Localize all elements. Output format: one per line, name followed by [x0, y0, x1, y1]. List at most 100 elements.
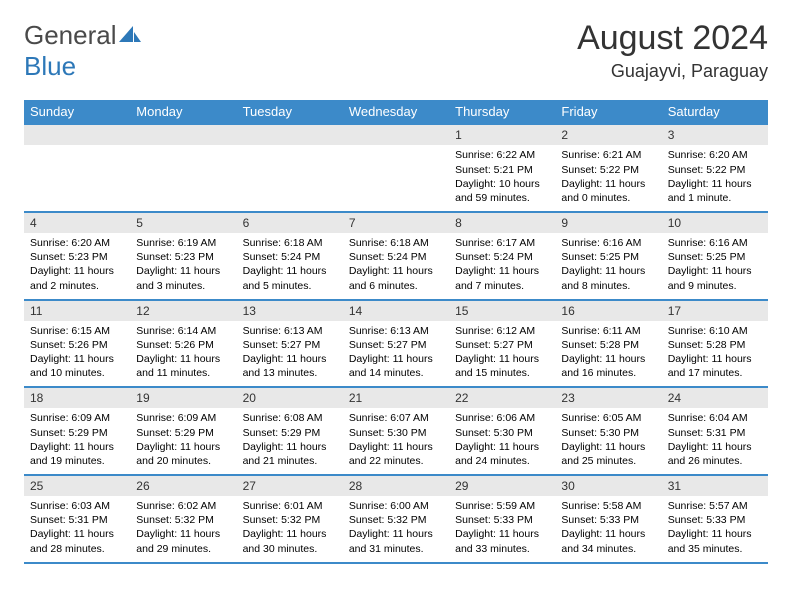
day-details: Sunrise: 6:11 AMSunset: 5:28 PMDaylight:…: [555, 321, 661, 387]
calendar-cell: 7Sunrise: 6:18 AMSunset: 5:24 PMDaylight…: [343, 212, 449, 300]
day-details: Sunrise: 6:00 AMSunset: 5:32 PMDaylight:…: [343, 496, 449, 562]
day-number: 12: [130, 301, 236, 321]
day-header: Sunday: [24, 100, 130, 124]
day-details: Sunrise: 6:20 AMSunset: 5:23 PMDaylight:…: [24, 233, 130, 299]
day-details: Sunrise: 6:09 AMSunset: 5:29 PMDaylight:…: [130, 408, 236, 474]
day-details: [130, 145, 236, 207]
calendar-cell: 9Sunrise: 6:16 AMSunset: 5:25 PMDaylight…: [555, 212, 661, 300]
day-header: Wednesday: [343, 100, 449, 124]
calendar-cell: 13Sunrise: 6:13 AMSunset: 5:27 PMDayligh…: [237, 300, 343, 388]
calendar-cell: 6Sunrise: 6:18 AMSunset: 5:24 PMDaylight…: [237, 212, 343, 300]
day-details: Sunrise: 6:22 AMSunset: 5:21 PMDaylight:…: [449, 145, 555, 211]
day-number: 9: [555, 213, 661, 233]
day-number: 22: [449, 388, 555, 408]
day-details: Sunrise: 6:15 AMSunset: 5:26 PMDaylight:…: [24, 321, 130, 387]
day-header: Friday: [555, 100, 661, 124]
calendar-cell: 28Sunrise: 6:00 AMSunset: 5:32 PMDayligh…: [343, 475, 449, 563]
day-details: Sunrise: 6:12 AMSunset: 5:27 PMDaylight:…: [449, 321, 555, 387]
calendar-cell: 27Sunrise: 6:01 AMSunset: 5:32 PMDayligh…: [237, 475, 343, 563]
calendar-cell: 8Sunrise: 6:17 AMSunset: 5:24 PMDaylight…: [449, 212, 555, 300]
calendar-cell: 31Sunrise: 5:57 AMSunset: 5:33 PMDayligh…: [662, 475, 768, 563]
day-details: Sunrise: 6:18 AMSunset: 5:24 PMDaylight:…: [237, 233, 343, 299]
day-details: Sunrise: 5:58 AMSunset: 5:33 PMDaylight:…: [555, 496, 661, 562]
calendar-body: 1Sunrise: 6:22 AMSunset: 5:21 PMDaylight…: [24, 124, 768, 562]
day-header: Thursday: [449, 100, 555, 124]
calendar-cell: 3Sunrise: 6:20 AMSunset: 5:22 PMDaylight…: [662, 124, 768, 212]
day-number: 28: [343, 476, 449, 496]
day-details: Sunrise: 6:13 AMSunset: 5:27 PMDaylight:…: [343, 321, 449, 387]
day-number: 2: [555, 125, 661, 145]
day-header: Saturday: [662, 100, 768, 124]
calendar-week: 1Sunrise: 6:22 AMSunset: 5:21 PMDaylight…: [24, 124, 768, 212]
calendar-cell: 30Sunrise: 5:58 AMSunset: 5:33 PMDayligh…: [555, 475, 661, 563]
calendar-week: 4Sunrise: 6:20 AMSunset: 5:23 PMDaylight…: [24, 212, 768, 300]
calendar-cell: 24Sunrise: 6:04 AMSunset: 5:31 PMDayligh…: [662, 387, 768, 475]
day-number: 10: [662, 213, 768, 233]
day-number: [237, 125, 343, 145]
day-number: 20: [237, 388, 343, 408]
title-block: August 2024 Guajayvi, Paraguay: [577, 20, 768, 82]
calendar-cell: 16Sunrise: 6:11 AMSunset: 5:28 PMDayligh…: [555, 300, 661, 388]
day-number: [343, 125, 449, 145]
calendar-cell: 25Sunrise: 6:03 AMSunset: 5:31 PMDayligh…: [24, 475, 130, 563]
day-details: Sunrise: 6:17 AMSunset: 5:24 PMDaylight:…: [449, 233, 555, 299]
calendar-cell: [130, 124, 236, 212]
month-title: August 2024: [577, 20, 768, 57]
calendar-cell: [24, 124, 130, 212]
calendar-cell: 22Sunrise: 6:06 AMSunset: 5:30 PMDayligh…: [449, 387, 555, 475]
calendar-cell: 1Sunrise: 6:22 AMSunset: 5:21 PMDaylight…: [449, 124, 555, 212]
day-details: Sunrise: 6:16 AMSunset: 5:25 PMDaylight:…: [555, 233, 661, 299]
day-number: 25: [24, 476, 130, 496]
day-number: 17: [662, 301, 768, 321]
day-number: 7: [343, 213, 449, 233]
day-details: Sunrise: 6:21 AMSunset: 5:22 PMDaylight:…: [555, 145, 661, 211]
calendar-cell: 21Sunrise: 6:07 AMSunset: 5:30 PMDayligh…: [343, 387, 449, 475]
day-details: Sunrise: 5:59 AMSunset: 5:33 PMDaylight:…: [449, 496, 555, 562]
calendar-cell: 11Sunrise: 6:15 AMSunset: 5:26 PMDayligh…: [24, 300, 130, 388]
day-number: 13: [237, 301, 343, 321]
day-number: 11: [24, 301, 130, 321]
day-details: Sunrise: 6:13 AMSunset: 5:27 PMDaylight:…: [237, 321, 343, 387]
day-number: 18: [24, 388, 130, 408]
logo-text-general: General: [24, 20, 117, 50]
day-details: [24, 145, 130, 207]
day-details: Sunrise: 6:07 AMSunset: 5:30 PMDaylight:…: [343, 408, 449, 474]
day-details: Sunrise: 5:57 AMSunset: 5:33 PMDaylight:…: [662, 496, 768, 562]
day-number: 14: [343, 301, 449, 321]
calendar-cell: 10Sunrise: 6:16 AMSunset: 5:25 PMDayligh…: [662, 212, 768, 300]
day-details: Sunrise: 6:01 AMSunset: 5:32 PMDaylight:…: [237, 496, 343, 562]
day-number: 26: [130, 476, 236, 496]
day-number: 21: [343, 388, 449, 408]
day-number: 6: [237, 213, 343, 233]
logo-text-blue: Blue: [24, 51, 76, 81]
calendar-cell: 15Sunrise: 6:12 AMSunset: 5:27 PMDayligh…: [449, 300, 555, 388]
day-details: Sunrise: 6:16 AMSunset: 5:25 PMDaylight:…: [662, 233, 768, 299]
location: Guajayvi, Paraguay: [577, 61, 768, 82]
day-details: Sunrise: 6:20 AMSunset: 5:22 PMDaylight:…: [662, 145, 768, 211]
logo-sail-icon: [119, 20, 141, 51]
day-number: 3: [662, 125, 768, 145]
calendar-header-row: SundayMondayTuesdayWednesdayThursdayFrid…: [24, 100, 768, 124]
calendar-cell: 29Sunrise: 5:59 AMSunset: 5:33 PMDayligh…: [449, 475, 555, 563]
day-details: Sunrise: 6:03 AMSunset: 5:31 PMDaylight:…: [24, 496, 130, 562]
calendar-cell: 19Sunrise: 6:09 AMSunset: 5:29 PMDayligh…: [130, 387, 236, 475]
day-number: 16: [555, 301, 661, 321]
day-number: 8: [449, 213, 555, 233]
day-number: 29: [449, 476, 555, 496]
header: General Blue August 2024 Guajayvi, Parag…: [24, 20, 768, 82]
day-details: Sunrise: 6:19 AMSunset: 5:23 PMDaylight:…: [130, 233, 236, 299]
calendar-cell: 18Sunrise: 6:09 AMSunset: 5:29 PMDayligh…: [24, 387, 130, 475]
day-details: Sunrise: 6:18 AMSunset: 5:24 PMDaylight:…: [343, 233, 449, 299]
day-number: 23: [555, 388, 661, 408]
day-number: [24, 125, 130, 145]
day-details: Sunrise: 6:04 AMSunset: 5:31 PMDaylight:…: [662, 408, 768, 474]
calendar-cell: 12Sunrise: 6:14 AMSunset: 5:26 PMDayligh…: [130, 300, 236, 388]
calendar-week: 25Sunrise: 6:03 AMSunset: 5:31 PMDayligh…: [24, 475, 768, 563]
day-number: 27: [237, 476, 343, 496]
day-details: [343, 145, 449, 207]
calendar-cell: [237, 124, 343, 212]
calendar-cell: 20Sunrise: 6:08 AMSunset: 5:29 PMDayligh…: [237, 387, 343, 475]
calendar-cell: 23Sunrise: 6:05 AMSunset: 5:30 PMDayligh…: [555, 387, 661, 475]
calendar-week: 11Sunrise: 6:15 AMSunset: 5:26 PMDayligh…: [24, 300, 768, 388]
day-number: 31: [662, 476, 768, 496]
